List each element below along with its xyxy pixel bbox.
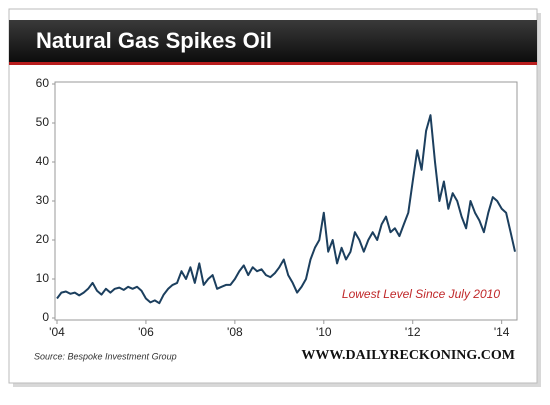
chart-title: Natural Gas Spikes Oil	[36, 28, 272, 53]
x-tick-label: '06	[138, 325, 154, 339]
x-tick-label: '04	[49, 325, 65, 339]
y-tick-label: 30	[36, 193, 50, 207]
y-tick-label: 0	[42, 310, 49, 324]
y-tick-label: 20	[36, 232, 50, 246]
title-underline	[9, 62, 537, 65]
source: Source: Bespoke Investment Group	[34, 351, 177, 361]
x-tick-label: '10	[316, 325, 332, 339]
line	[56, 114, 516, 305]
y-tick-label: 60	[36, 76, 50, 90]
title-bar	[9, 20, 537, 62]
card	[8, 8, 538, 384]
x-tick-label: '12	[405, 325, 421, 339]
x-tick-label: '08	[227, 325, 243, 339]
website: WWW.DAILYRECKONING.COM	[301, 348, 515, 363]
y-tick-label: 40	[36, 154, 50, 168]
y-tick-label: 10	[36, 271, 50, 285]
annotation: Lowest Level Since July 2010	[342, 287, 500, 301]
x-tick-label: '14	[494, 325, 510, 339]
y-tick-label: 50	[36, 115, 50, 129]
